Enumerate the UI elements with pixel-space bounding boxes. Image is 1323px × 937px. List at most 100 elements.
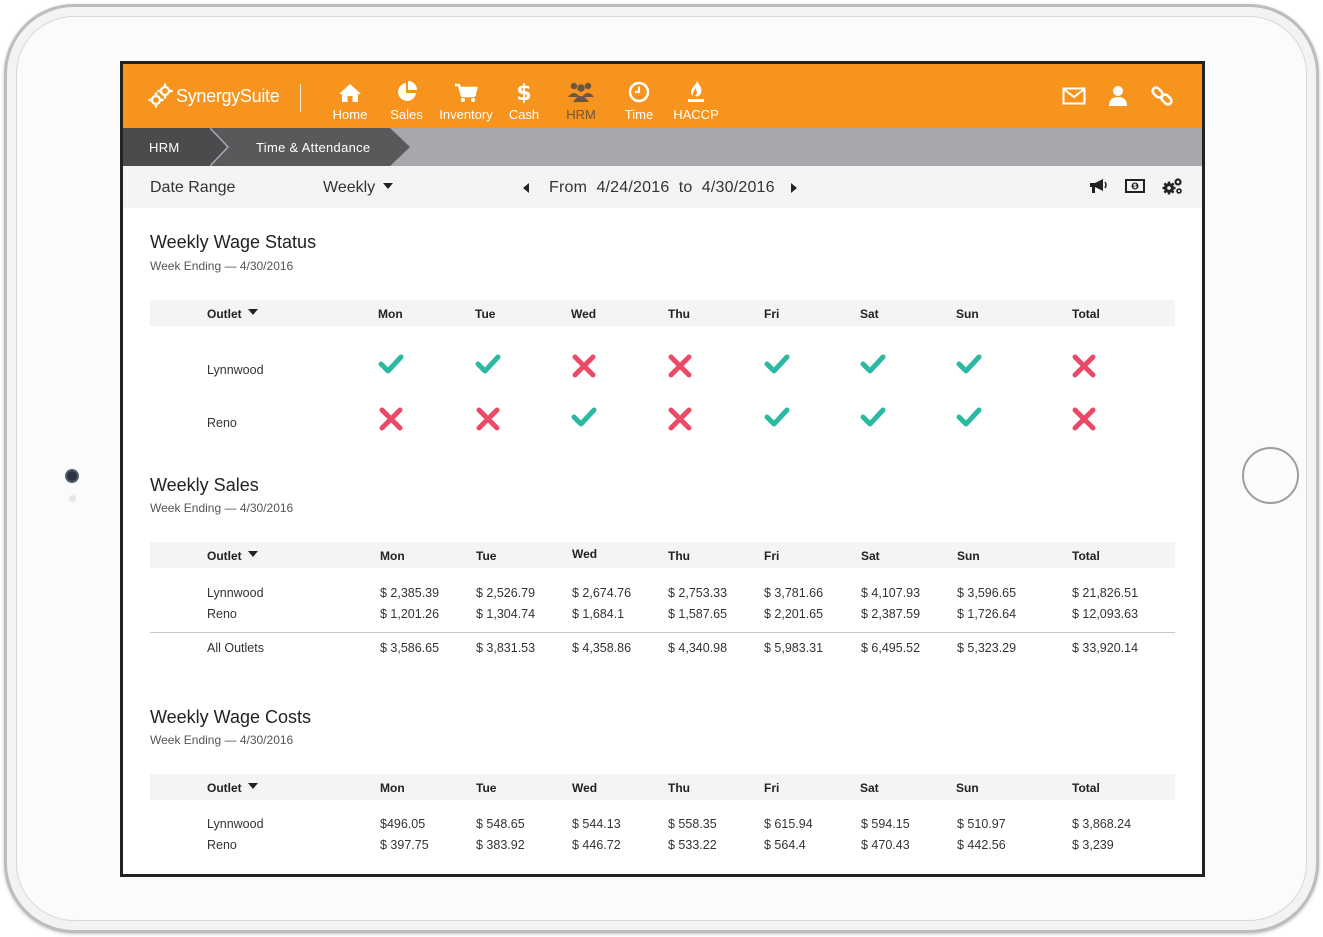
gears-icon[interactable] xyxy=(1162,177,1182,195)
cross-icon xyxy=(572,354,596,378)
amount-cell: $ 3,586.65 xyxy=(380,641,440,655)
period-value: Weekly xyxy=(323,179,376,196)
wage-costs-title: Weekly Wage Costs xyxy=(150,707,312,727)
sort-down-icon xyxy=(247,551,258,557)
col-fri: Fri xyxy=(764,307,780,321)
amount-cell: $ 5,323.29 xyxy=(957,641,1017,655)
amount-cell: $ 4,340.98 xyxy=(668,641,728,655)
nav-home-label: Home xyxy=(332,107,368,122)
nav-cash-label: Cash xyxy=(508,107,540,122)
top-nav: SynergySuite Home Sales Inventory $ Cash xyxy=(123,64,1202,128)
outlet-sort-header[interactable]: Outlet xyxy=(207,549,258,563)
col-fri: Fri xyxy=(764,781,780,795)
amount-cell: $ 4,358.86 xyxy=(572,641,632,655)
check-icon xyxy=(378,354,404,374)
home-icon xyxy=(339,84,361,102)
megaphone-icon[interactable] xyxy=(1088,177,1108,195)
outlet-sort-header[interactable]: Outlet xyxy=(207,307,258,321)
amount-cell: $ 1,201.26 xyxy=(380,607,440,621)
outlet-sort-header[interactable]: Outlet xyxy=(207,781,258,795)
sales-header: Outlet Mon Tue Wed Thu Fri Sat Sun Total xyxy=(150,542,1175,568)
nav-cash[interactable]: $ Cash xyxy=(498,64,550,122)
outlet-header-label: Outlet xyxy=(207,307,242,321)
logo[interactable]: SynergySuite xyxy=(148,80,280,112)
col-tue: Tue xyxy=(476,781,497,795)
previous-week-icon[interactable] xyxy=(523,183,529,193)
breadcrumb-hrm[interactable]: HRM xyxy=(123,128,228,166)
col-sat: Sat xyxy=(860,781,879,795)
amount-cell: $ 548.65 xyxy=(476,817,525,831)
col-sat: Sat xyxy=(861,549,880,563)
outlet-name: Lynnwood xyxy=(207,586,264,600)
check-icon xyxy=(764,407,790,427)
amount-cell: $ 615.94 xyxy=(764,817,813,831)
sales-title: Weekly Sales xyxy=(150,475,259,495)
date-range-label: Date Range xyxy=(150,179,236,196)
date-tools: $ xyxy=(1088,177,1182,195)
amount-cell: $ 4,107.93 xyxy=(861,586,921,600)
cross-icon xyxy=(668,407,692,431)
user-icon[interactable] xyxy=(1106,84,1130,108)
from-label: From xyxy=(549,179,588,196)
nav-inventory[interactable]: Inventory xyxy=(434,64,498,122)
amount-cell: $ 446.72 xyxy=(572,838,621,852)
col-fri: Fri xyxy=(764,549,780,563)
people-icon xyxy=(568,82,594,102)
nav-time[interactable]: Time xyxy=(612,64,666,122)
amount-cell: $ 2,526.79 xyxy=(476,586,536,600)
col-total: Total xyxy=(1072,307,1100,321)
col-thu: Thu xyxy=(668,307,690,321)
col-wed: Wed xyxy=(571,307,597,321)
outlet-header-label: Outlet xyxy=(207,781,242,795)
clock-icon xyxy=(628,81,650,103)
pie-chart-icon xyxy=(397,81,417,101)
nav-hrm[interactable]: HRM xyxy=(550,64,612,122)
cross-icon xyxy=(668,354,692,378)
amount-cell: $ 1,587.65 xyxy=(668,607,728,621)
nav-haccp-label: HACCP xyxy=(673,107,719,122)
check-icon xyxy=(475,354,501,374)
logo-divider xyxy=(300,84,301,112)
amount-cell: $ 2,753.33 xyxy=(668,586,728,600)
amount-cell: $ 5,983.31 xyxy=(764,641,824,655)
outlet-header-label: Outlet xyxy=(207,549,242,563)
col-sun: Sun xyxy=(956,781,979,795)
amount-cell: $ 2,201.65 xyxy=(764,607,824,621)
breadcrumb-separator xyxy=(210,128,230,166)
breadcrumb-time-attendance[interactable]: Time & Attendance xyxy=(210,128,410,166)
cash-icon[interactable]: $ xyxy=(1125,177,1145,195)
total-cell: $ 33,920.14 xyxy=(1072,641,1139,655)
nav-home[interactable]: Home xyxy=(321,64,379,122)
col-sun: Sun xyxy=(957,549,980,563)
amount-cell: $ 2,387.59 xyxy=(861,607,921,621)
dollar-icon: $ xyxy=(516,81,531,103)
nav-haccp[interactable]: HACCP xyxy=(666,64,726,122)
sales-subtitle: Week Ending — 4/30/2016 xyxy=(150,501,294,515)
outlet-name: Reno xyxy=(207,607,237,621)
amount-cell: $ 1,726.64 xyxy=(957,607,1017,621)
total-cell: $ 12,093.63 xyxy=(1072,607,1139,621)
check-icon xyxy=(956,354,982,374)
col-mon: Mon xyxy=(380,549,405,563)
col-sat: Sat xyxy=(860,307,879,321)
from-date: 4/24/2016 xyxy=(596,179,670,196)
home-button[interactable] xyxy=(1242,447,1299,504)
amount-cell: $ 544.13 xyxy=(572,817,621,831)
amount-cell: $ 3,831.53 xyxy=(476,641,536,655)
amount-cell: $ 442.56 xyxy=(957,838,1006,852)
col-thu: Thu xyxy=(668,781,690,795)
svg-text:$: $ xyxy=(516,81,531,103)
next-week-icon[interactable] xyxy=(791,183,797,193)
wage-costs-header: Outlet Mon Tue Wed Thu Fri Sat Sun Total xyxy=(150,774,1175,800)
col-thu: Thu xyxy=(668,549,690,563)
logo-gear-icon xyxy=(148,83,173,108)
amount-cell: $ 510.97 xyxy=(957,817,1006,831)
check-icon xyxy=(860,407,886,427)
cross-icon xyxy=(1072,354,1096,378)
link-icon[interactable] xyxy=(1150,84,1174,108)
nav-sales[interactable]: Sales xyxy=(379,64,434,122)
wage-status-header: Outlet Mon Tue Wed Thu Fri Sat Sun Total xyxy=(150,300,1175,326)
flame-icon xyxy=(688,80,704,102)
mail-icon[interactable] xyxy=(1062,84,1086,108)
period-dropdown[interactable]: Weekly xyxy=(323,179,394,197)
